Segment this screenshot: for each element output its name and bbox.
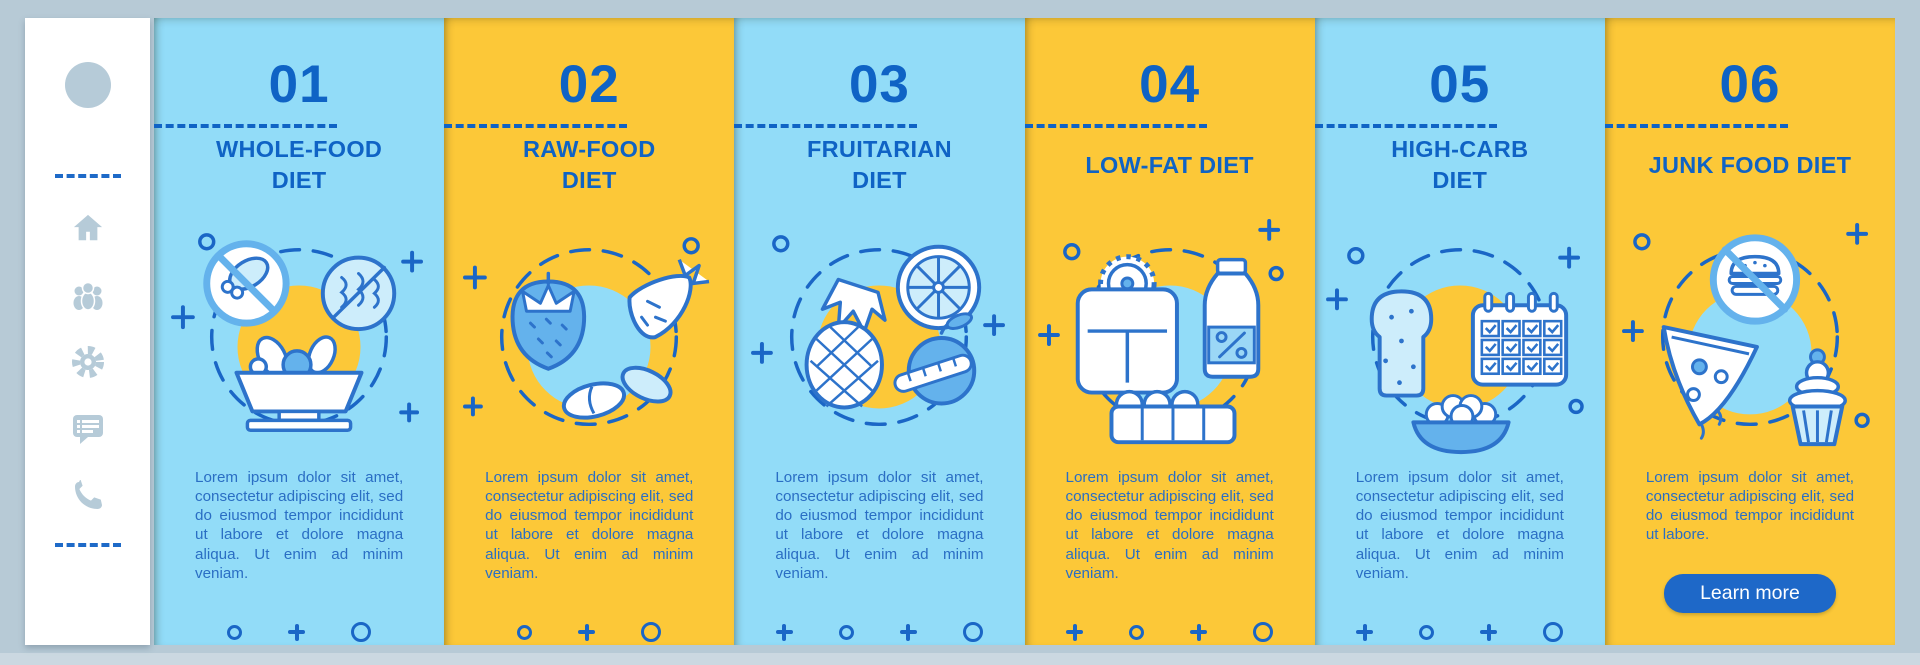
circle-decoration	[1633, 232, 1651, 250]
learn-more-button[interactable]: Learn more	[1664, 573, 1836, 613]
pizza-icon	[1661, 324, 1759, 440]
card-title: HIGH-CARB DIET	[1391, 136, 1529, 193]
no-meat-icon	[203, 239, 290, 327]
card-description: Lorem ipsum dolor sit amet, consectetur …	[195, 468, 404, 582]
card-divider	[734, 124, 918, 128]
onboarding-card-low-fat: 04 LOW-FAT DIET	[1024, 18, 1315, 645]
gear-icon	[71, 345, 105, 379]
milk-bottle-icon	[1202, 257, 1260, 379]
plus-decoration	[1037, 218, 1280, 346]
bread-icon	[1369, 288, 1433, 398]
sidebar-divider-top	[54, 174, 121, 178]
card-description: Lorem ipsum dolor sit amet, consectetur …	[1355, 468, 1564, 582]
card-title: LOW-FAT DIET	[1085, 151, 1254, 178]
sidebar-item-phone[interactable]	[71, 479, 105, 513]
peanuts-icon	[562, 365, 673, 420]
plus-decoration	[171, 250, 424, 422]
card-divider	[1024, 124, 1208, 128]
card-title: WHOLE-FOOD DIET	[216, 136, 383, 193]
plus-decoration	[1325, 246, 1580, 310]
card-divider	[1604, 124, 1788, 128]
plus-decoration	[751, 313, 1006, 364]
pineapple-icon	[805, 277, 888, 409]
weight-scale-icon	[1075, 253, 1179, 395]
cupcake-icon	[1787, 347, 1847, 446]
citrus-slice-icon	[896, 244, 982, 330]
card-illustration	[1315, 216, 1605, 464]
sidebar-item-settings[interactable]	[71, 345, 105, 379]
apple-tape-icon	[893, 311, 977, 405]
circle-decoration	[1062, 242, 1081, 260]
card-number: 03	[848, 55, 910, 114]
card-description: Lorem ipsum dolor sit amet, consectetur …	[485, 468, 694, 582]
egg-tray-icon	[1109, 389, 1237, 444]
card-illustration	[1605, 216, 1895, 464]
card-number: 02	[558, 55, 620, 114]
onboarding-card-raw-food: 02 RAW-FOOD DIET	[444, 18, 735, 645]
sidebar-item-users[interactable]	[71, 278, 105, 312]
calendar-icon	[1470, 291, 1568, 387]
card-illustration	[1025, 216, 1315, 464]
card-divider	[1314, 124, 1498, 128]
card-title: JUNK FOOD DIET	[1648, 151, 1852, 178]
card-decorations	[1066, 622, 1274, 643]
card-illustration	[154, 216, 444, 464]
onboarding-card-whole-food: 01 WHOLE-FOOD DIET	[154, 18, 445, 645]
chat-icon	[71, 413, 105, 445]
strawberry-icon	[510, 271, 587, 371]
users-icon	[70, 280, 106, 310]
card-description: Lorem ipsum dolor sit amet, consectetur …	[1065, 468, 1274, 582]
card-number: 01	[268, 55, 330, 114]
card-number: 04	[1139, 55, 1201, 114]
circle-decoration	[682, 236, 701, 254]
onboarding-card-fruitarian: 03 FRUITARIAN DIET	[734, 18, 1025, 645]
onboarding-app: 01 WHOLE-FOOD DIET	[25, 18, 1896, 645]
plus-decoration	[1621, 222, 1868, 342]
card-title: RAW-FOOD DIET	[523, 136, 656, 193]
sidebar	[25, 18, 150, 645]
circle-decoration	[1854, 412, 1870, 428]
card-divider	[444, 124, 627, 128]
card-divider	[154, 124, 337, 128]
no-burger-icon	[1709, 233, 1801, 325]
rice-bowl-icon	[1411, 393, 1511, 454]
card-decorations	[227, 622, 372, 643]
circle-decoration	[1346, 246, 1365, 264]
card-number: 06	[1719, 55, 1781, 114]
circle-decoration	[198, 232, 216, 250]
circle-decoration	[1268, 265, 1284, 281]
salad-bowl-icon	[234, 334, 364, 432]
card-decorations	[517, 622, 662, 643]
card-decorations	[775, 622, 983, 643]
sidebar-item-home[interactable]	[71, 211, 105, 245]
avatar[interactable]	[64, 62, 111, 108]
onboarding-card-high-carb: 05 HIGH-CARB DIET	[1314, 18, 1605, 645]
walnut-icon	[320, 255, 397, 331]
card-illustration	[444, 216, 734, 464]
onboarding-cards: 01 WHOLE-FOOD DIET	[154, 18, 1896, 645]
card-description: Lorem ipsum dolor sit amet, consectetur …	[1645, 468, 1855, 544]
carrot-icon	[627, 258, 710, 339]
card-number: 05	[1429, 55, 1491, 114]
card-decorations	[1356, 622, 1564, 643]
plus-decoration	[463, 265, 488, 416]
sidebar-item-messages[interactable]	[71, 412, 105, 446]
onboarding-card-junk-food: 06 JUNK FOOD DIET	[1604, 18, 1896, 645]
circle-decoration	[772, 234, 790, 252]
sidebar-divider-bottom	[54, 543, 121, 547]
circle-decoration	[1568, 398, 1584, 414]
home-icon	[72, 213, 104, 243]
card-description: Lorem ipsum dolor sit amet, consectetur …	[775, 468, 984, 582]
card-title: FRUITARIAN DIET	[807, 136, 952, 193]
card-illustration	[734, 216, 1024, 464]
phone-icon	[72, 480, 104, 512]
